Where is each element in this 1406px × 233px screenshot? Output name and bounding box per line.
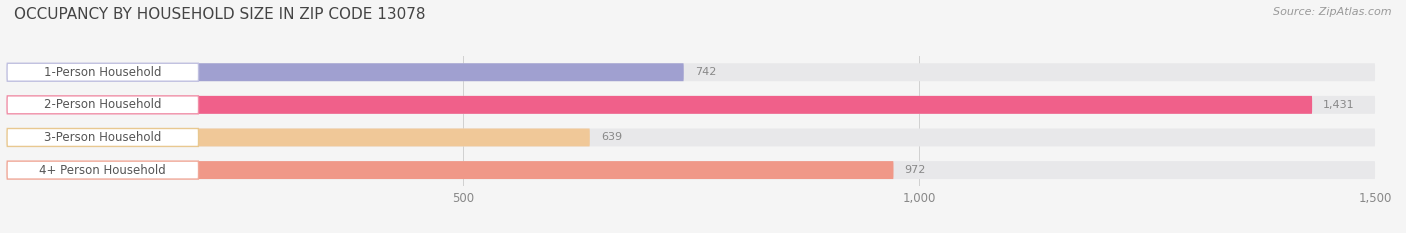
Text: 2-Person Household: 2-Person Household [44, 98, 162, 111]
FancyBboxPatch shape [7, 96, 198, 114]
FancyBboxPatch shape [7, 161, 198, 179]
Text: 972: 972 [904, 165, 925, 175]
Text: OCCUPANCY BY HOUSEHOLD SIZE IN ZIP CODE 13078: OCCUPANCY BY HOUSEHOLD SIZE IN ZIP CODE … [14, 7, 426, 22]
Text: Source: ZipAtlas.com: Source: ZipAtlas.com [1274, 7, 1392, 17]
FancyBboxPatch shape [7, 129, 198, 147]
FancyBboxPatch shape [7, 96, 1312, 114]
Text: 742: 742 [695, 67, 716, 77]
FancyBboxPatch shape [7, 63, 198, 81]
FancyBboxPatch shape [7, 63, 683, 81]
Text: 3-Person Household: 3-Person Household [44, 131, 162, 144]
FancyBboxPatch shape [7, 63, 1375, 81]
Text: 4+ Person Household: 4+ Person Household [39, 164, 166, 177]
FancyBboxPatch shape [7, 129, 589, 147]
FancyBboxPatch shape [7, 96, 1375, 114]
FancyBboxPatch shape [7, 161, 894, 179]
Text: 639: 639 [600, 133, 621, 142]
Text: 1-Person Household: 1-Person Household [44, 66, 162, 79]
FancyBboxPatch shape [7, 161, 1375, 179]
FancyBboxPatch shape [7, 129, 1375, 147]
Text: 1,431: 1,431 [1323, 100, 1355, 110]
